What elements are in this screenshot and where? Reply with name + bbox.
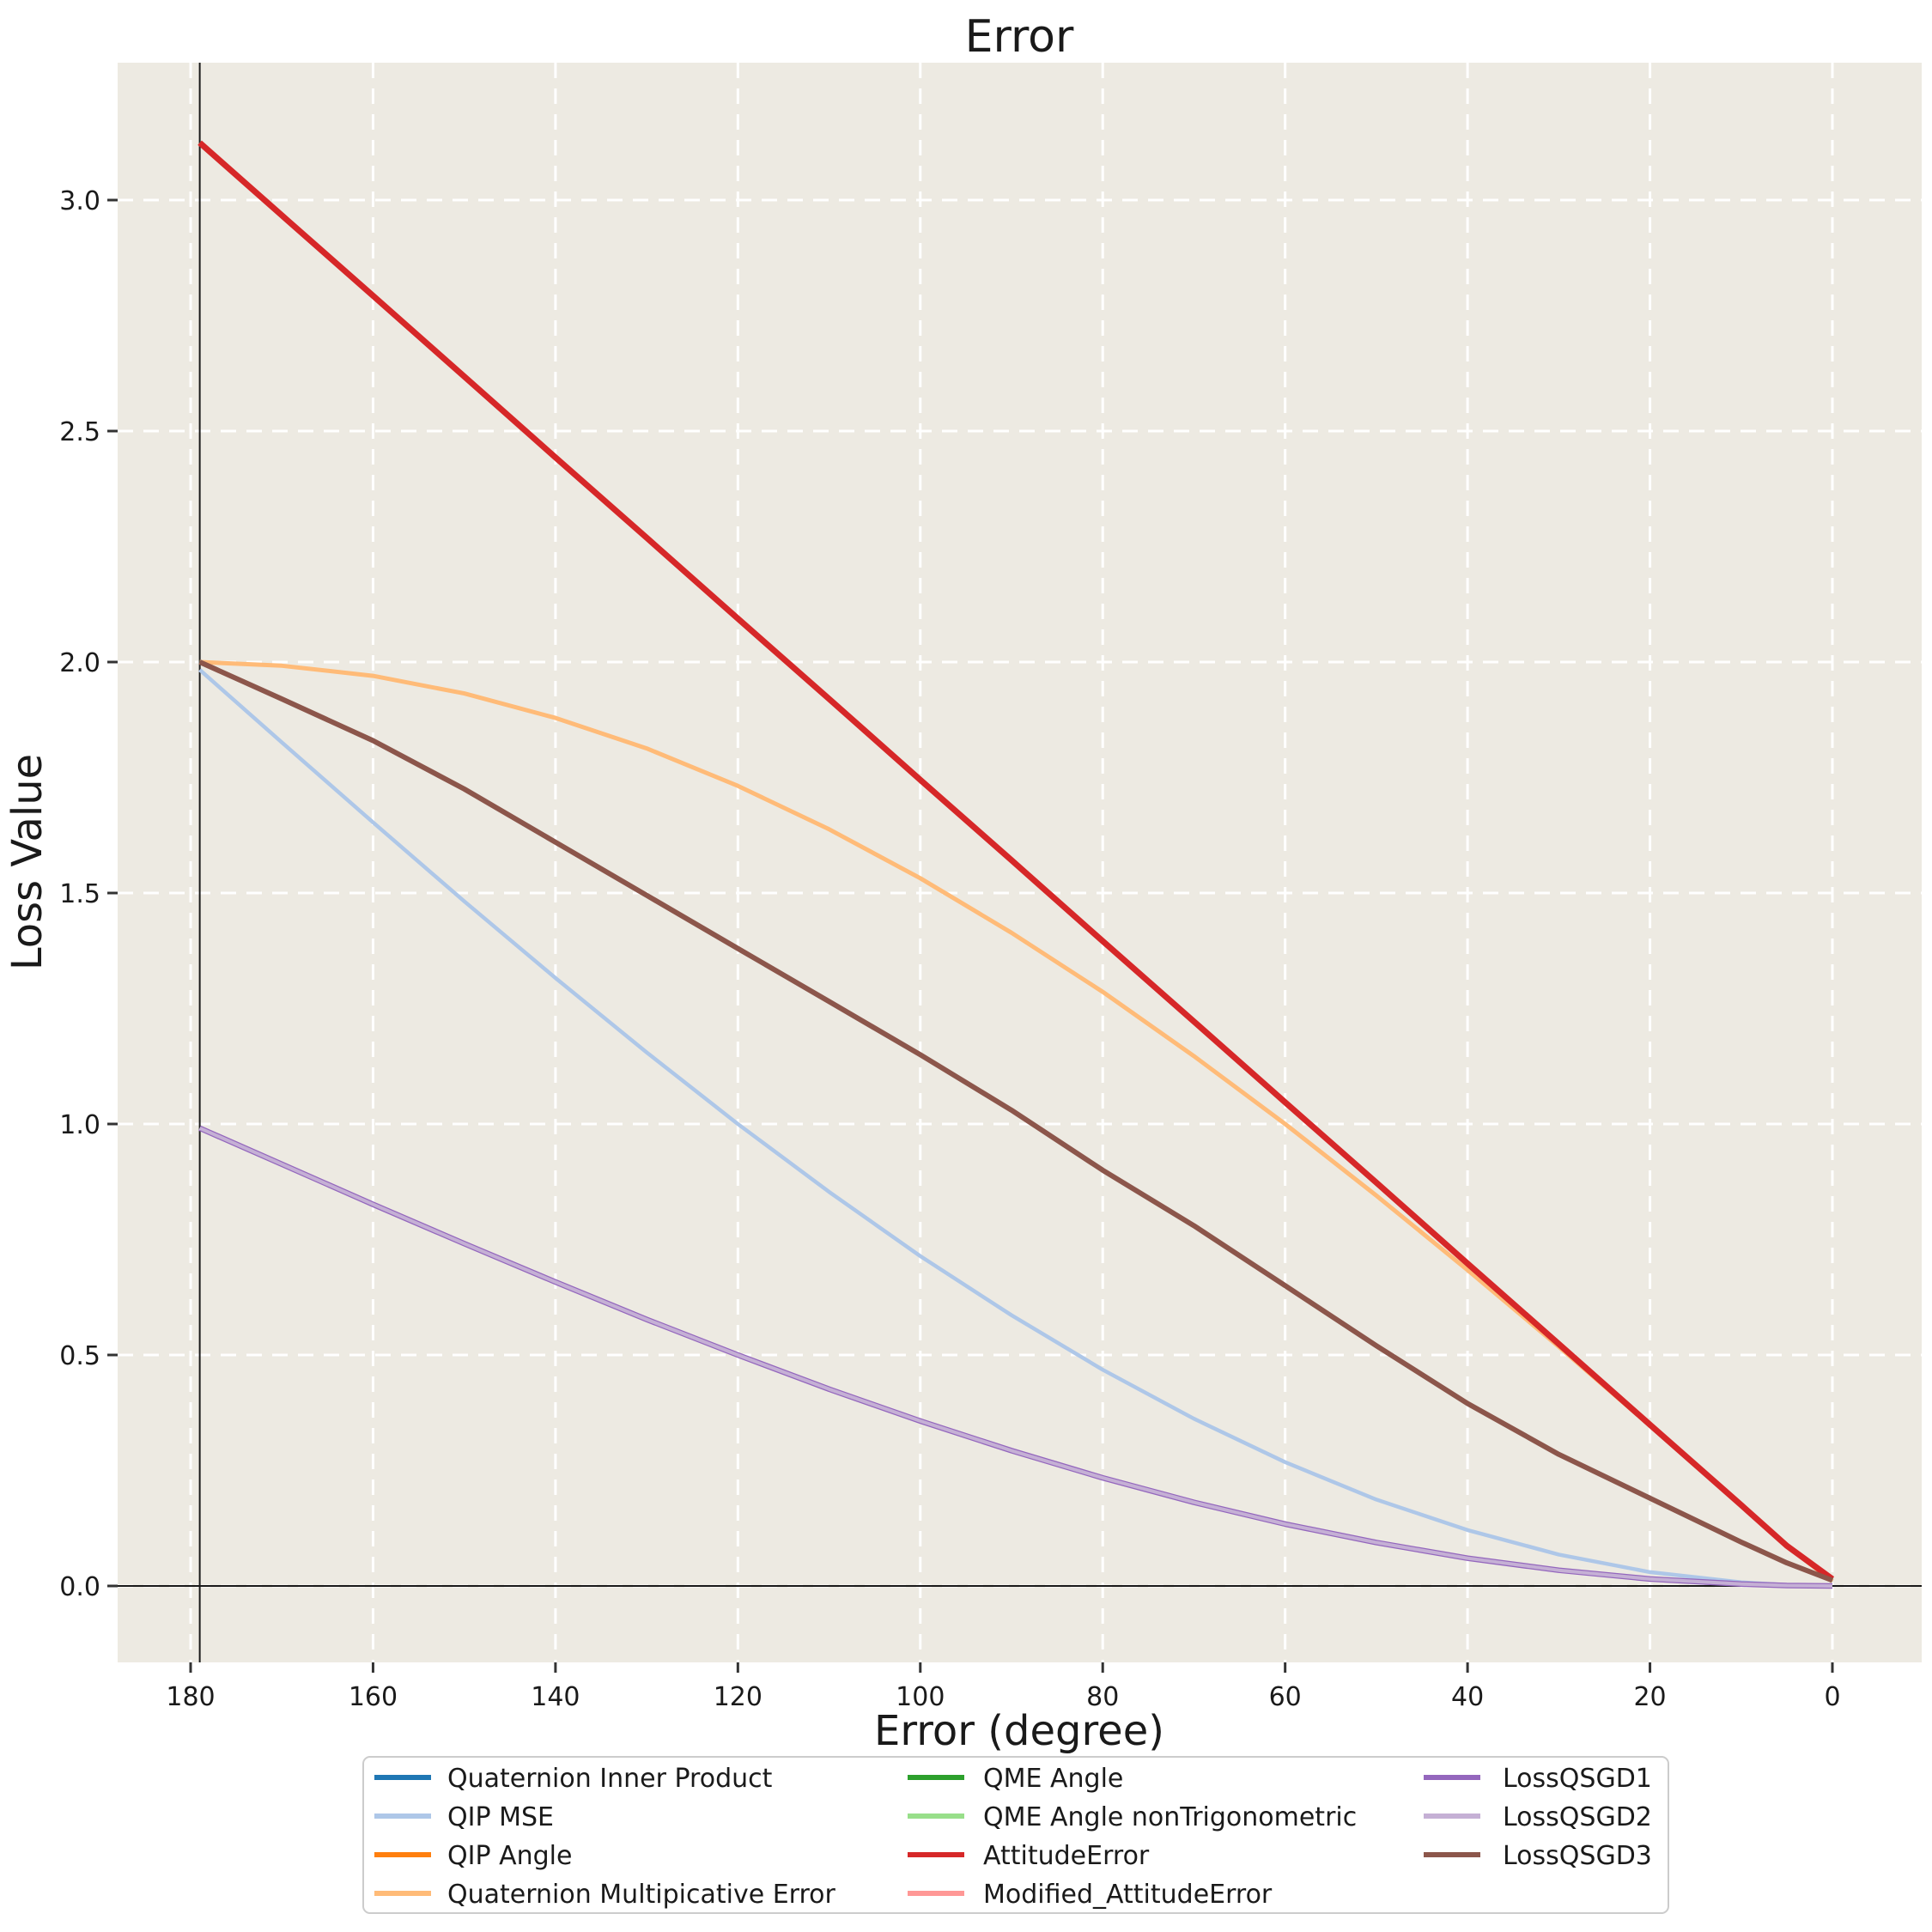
x-tick-label: 180 (166, 1682, 215, 1712)
y-tick-label: 3.0 (59, 186, 100, 216)
series-line-lossqsgd3 (198, 659, 1834, 1583)
series-line-lossqsgd2 (198, 1126, 1833, 1588)
legend-entry-label: Quaternion Multipicative Error (447, 1880, 836, 1910)
x-tick-label: 0 (1824, 1682, 1840, 1712)
series-line-qip-mse (198, 668, 1833, 1589)
legend-entry-label: QIP Angle (447, 1841, 572, 1871)
legend: Quaternion Inner Product QIP MSE QIP Angle… (362, 1756, 1669, 1914)
y-axis-label: Loss Value (3, 754, 52, 970)
chart-title: Error (965, 11, 1074, 63)
y-tick-label: 0.0 (59, 1572, 100, 1602)
x-tick-label: 20 (1633, 1682, 1666, 1712)
legend-entry-label: LossQSGD1 (1503, 1764, 1652, 1794)
reference-lines (118, 63, 1922, 1662)
legend-entry-label: QME Angle nonTrigonometric (983, 1802, 1357, 1832)
legend-entry-label: LossQSGD2 (1503, 1802, 1652, 1832)
x-tick-label: 80 (1086, 1682, 1119, 1712)
y-tick-label: 2.5 (59, 417, 100, 447)
y-tick-label: 1.0 (59, 1110, 100, 1140)
tick-layer: 180 160 140 120 100 80 60 40 20 0 0.0 0.5 1.0 1.5 2.0 2… (59, 186, 1840, 1712)
x-tick-label: 60 (1269, 1682, 1302, 1712)
x-tick-label: 100 (896, 1682, 945, 1712)
y-tick-label: 1.5 (59, 879, 100, 909)
legend-item: LossQSGD1 (1424, 1764, 1652, 1794)
legend-entry-label: AttitudeError (983, 1841, 1150, 1871)
series-line-attitudeerror (197, 140, 1835, 1582)
x-tick-label: 120 (714, 1682, 762, 1712)
legend-item: QME Angle nonTrigonometric (908, 1802, 1357, 1832)
legend-item: Quaternion Inner Product (374, 1764, 773, 1794)
x-axis-label: Error (degree) (874, 1707, 1164, 1755)
legend-box (362, 1756, 1669, 1914)
legend-item: QIP Angle (374, 1841, 572, 1871)
x-tick-label: 140 (531, 1682, 580, 1712)
legend-item: LossQSGD2 (1424, 1802, 1652, 1832)
legend-item: Quaternion Multipicative Error (374, 1880, 836, 1910)
legend-entry-label: Modified_AttitudeError (983, 1880, 1273, 1910)
legend-item: AttitudeError (908, 1841, 1150, 1871)
legend-item: Modified_AttitudeError (908, 1880, 1273, 1910)
y-tick-label: 0.5 (59, 1341, 100, 1371)
legend-item: QIP MSE (374, 1802, 554, 1832)
legend-item: QME Angle (908, 1764, 1123, 1794)
legend-item: LossQSGD3 (1424, 1841, 1652, 1871)
legend-entry-label: Quaternion Inner Product (447, 1764, 773, 1794)
x-tick-label: 40 (1451, 1682, 1484, 1712)
series-layer (197, 140, 1835, 1589)
x-tick-label: 160 (349, 1682, 398, 1712)
legend-entry-label: QME Angle (983, 1764, 1123, 1794)
legend-entry-label: LossQSGD3 (1503, 1841, 1652, 1871)
y-tick-label: 2.0 (59, 648, 100, 678)
legend-entry-label: QIP MSE (447, 1802, 554, 1832)
